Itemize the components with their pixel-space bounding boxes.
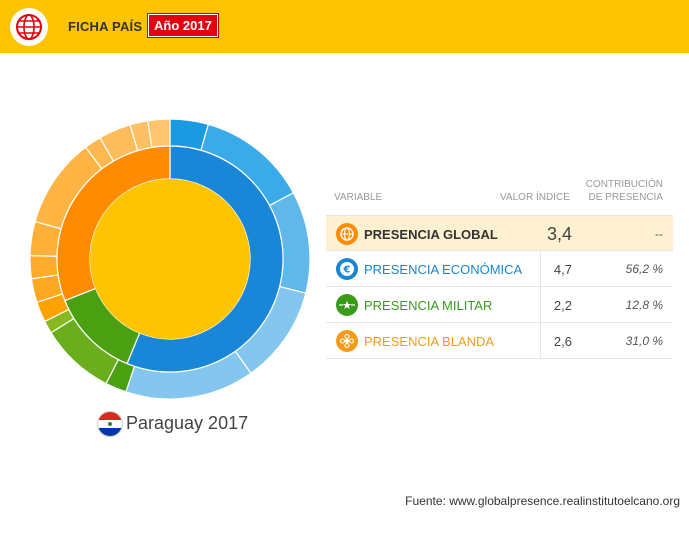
euro-icon: €	[336, 258, 358, 280]
inner-segment-0[interactable]	[126, 145, 284, 373]
header-bar: FICHA PAÍS Año 2017	[0, 0, 689, 53]
row-name: PRESENCIA BLANDA	[364, 334, 495, 349]
header-contribution-line2: DE PRESENCIA	[588, 192, 663, 203]
table-row-economic[interactable]: € PRESENCIA ECONÓMICA 4,7 56,2 %	[326, 251, 673, 287]
row-value: 2,6	[553, 334, 572, 349]
header-contribution: CONTRIBUCIÓN DE PRESENCIA	[584, 178, 663, 204]
donut-center	[90, 179, 250, 339]
row-name: PRESENCIA MILITAR	[364, 298, 493, 313]
globe-logo-icon[interactable]	[10, 8, 48, 46]
star-wings-icon	[336, 294, 358, 316]
row-name: PRESENCIA ECONÓMICA	[364, 262, 523, 277]
svg-text:€: €	[343, 265, 351, 276]
globe-icon	[336, 223, 358, 245]
source-credit: Fuente: www.globalpresence.realinstituto…	[405, 494, 680, 508]
paraguay-flag-icon	[98, 412, 122, 436]
row-name: PRESENCIA GLOBAL	[364, 227, 498, 242]
row-contribution: 56,2 %	[625, 262, 663, 276]
row-contribution: 12,8 %	[625, 298, 663, 312]
header-variable: VARIABLE	[334, 192, 383, 203]
page-title: FICHA PAÍS	[68, 19, 143, 34]
table-row-global[interactable]: PRESENCIA GLOBAL 3,4 --	[326, 215, 673, 251]
row-value: 3,4	[546, 224, 572, 244]
row-contribution: --	[655, 227, 663, 241]
header-contribution-line1: CONTRIBUCIÓN	[585, 179, 663, 190]
row-contribution: 31,0 %	[625, 334, 663, 348]
header-value: VALOR ÍNDICE	[500, 192, 570, 203]
row-value: 4,7	[553, 262, 572, 277]
flower-icon	[336, 330, 358, 352]
outer-segment-16[interactable]	[146, 119, 171, 149]
country-label: Paraguay 2017	[126, 413, 249, 433]
year-badge[interactable]: Año 2017	[147, 13, 219, 38]
table-row-military[interactable]: PRESENCIA MILITAR 2,2 12,8 %	[326, 287, 673, 323]
table-row-soft[interactable]: PRESENCIA BLANDA 2,6 31,0 %	[326, 323, 673, 359]
outer-segment-10[interactable]	[30, 254, 59, 280]
presence-donut-chart	[30, 119, 310, 399]
row-value: 2,2	[553, 298, 572, 313]
